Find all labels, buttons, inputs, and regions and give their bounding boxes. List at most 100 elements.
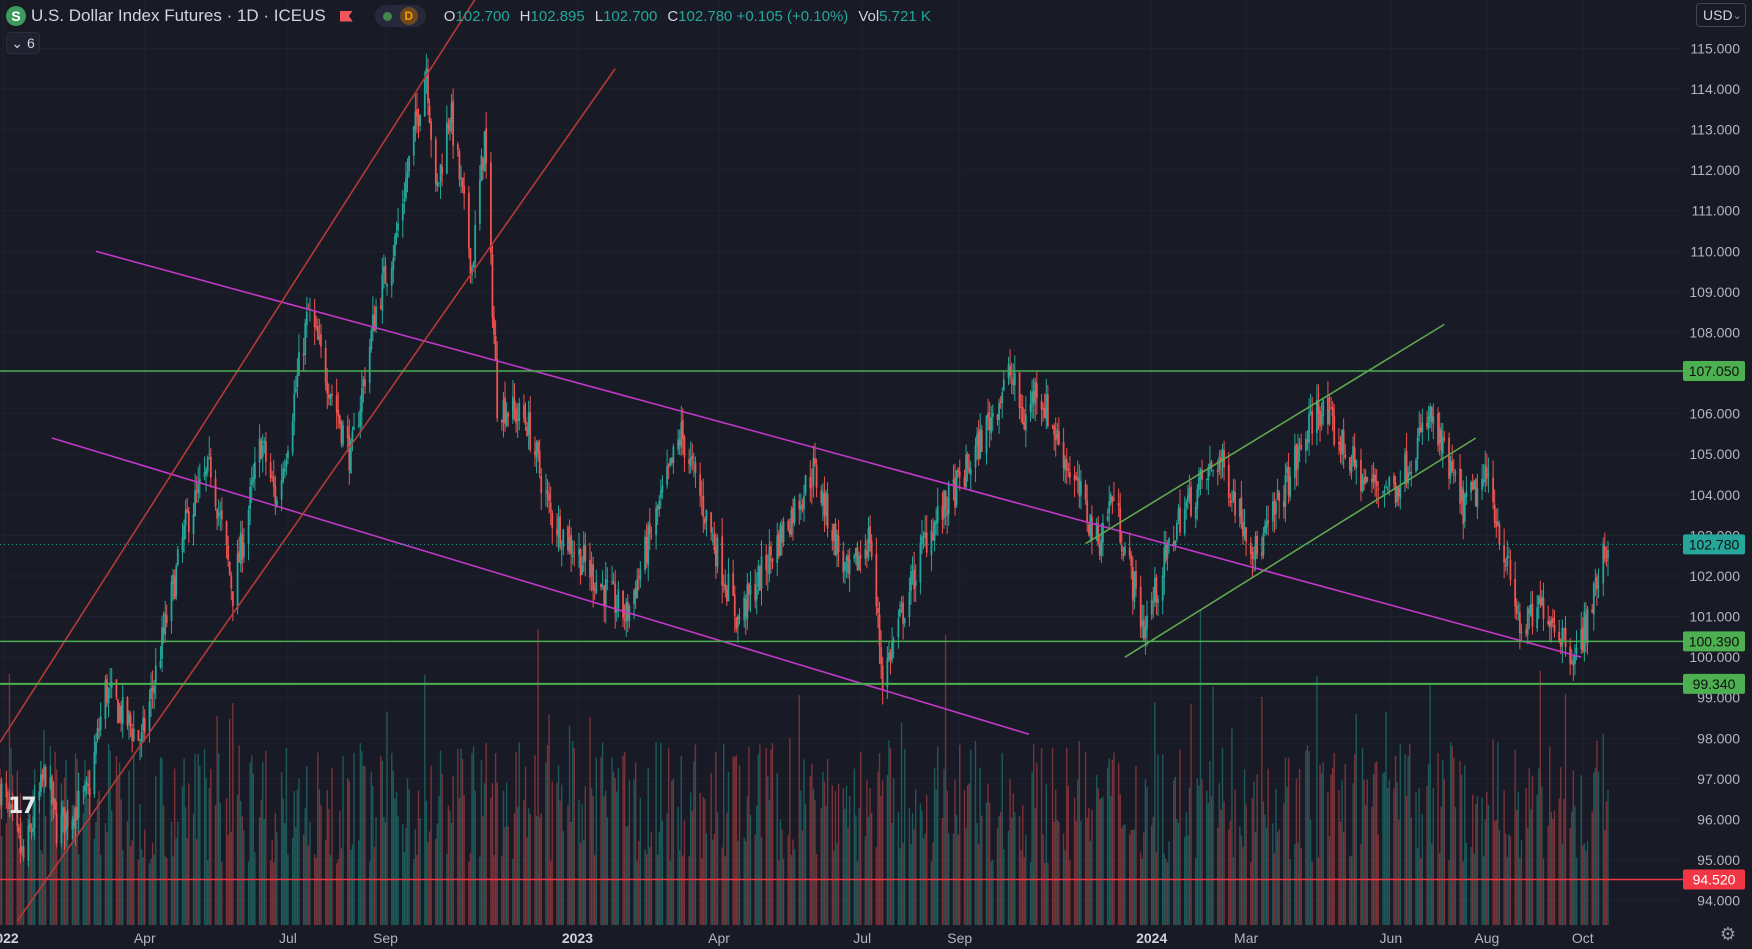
candle-body	[1388, 477, 1391, 487]
market-status-pill[interactable]: D	[374, 5, 426, 27]
x-tick-label: Oct	[1572, 930, 1594, 946]
candle-body	[1309, 412, 1312, 414]
candle-body	[1271, 501, 1274, 522]
symbol-logo[interactable]: S	[6, 6, 26, 26]
candle-body	[1597, 585, 1600, 587]
volume-bar	[864, 836, 867, 925]
candle-body	[1460, 486, 1463, 501]
indicators-toggle[interactable]: ⌄ 6	[6, 32, 40, 54]
volume-bar	[1009, 779, 1011, 925]
volume-bar	[572, 740, 574, 925]
volume-bar	[287, 854, 289, 925]
volume-bar	[1429, 683, 1431, 925]
volume-bar	[353, 752, 355, 925]
candle-body	[461, 177, 464, 187]
volume-bar	[833, 850, 835, 925]
volume-bar	[16, 771, 19, 925]
candle-body	[1205, 478, 1208, 480]
candle-body	[1002, 379, 1005, 391]
candle-body	[777, 533, 780, 556]
volume-bar	[225, 798, 228, 925]
y-tick-label: 102.000	[1689, 568, 1740, 584]
candle-body	[71, 819, 74, 830]
candle-body	[1405, 451, 1408, 483]
volume-bar	[1108, 758, 1110, 925]
volume-bar	[734, 757, 736, 925]
volume-bar	[177, 821, 179, 925]
volume-bar	[348, 780, 350, 925]
candle-body	[812, 458, 815, 486]
candle-body	[1221, 449, 1224, 463]
volume-bar	[1023, 857, 1025, 925]
candle-body	[702, 495, 705, 518]
volume-bar	[282, 798, 284, 925]
volume-bar	[485, 742, 487, 925]
gear-icon[interactable]: ⚙	[1719, 924, 1736, 944]
volume-bar	[963, 790, 966, 925]
volume-bar	[373, 847, 376, 925]
volume-bar	[1157, 754, 1159, 925]
volume-bar	[567, 805, 569, 925]
volume-bar	[1593, 772, 1595, 925]
currency-selector[interactable]: USD ⌄	[1696, 3, 1746, 27]
volume-bar	[139, 804, 141, 925]
x-tick-label: Sep	[947, 930, 972, 946]
volume-bar	[633, 779, 635, 925]
volume-bar	[1410, 817, 1413, 925]
volume-bar	[581, 804, 583, 925]
candle-body	[337, 410, 340, 417]
symbol-title[interactable]: U.S. Dollar Index Futures · 1D · ICEUS	[31, 6, 326, 25]
candle-body	[1172, 540, 1175, 545]
candle-body	[1232, 490, 1235, 501]
candle-body	[683, 436, 686, 458]
candle-body	[1517, 612, 1520, 614]
volume-bar	[51, 808, 53, 925]
candle-body	[1482, 480, 1485, 482]
x-tick-label: 2023	[562, 930, 593, 946]
volume-bar	[1394, 755, 1397, 925]
volume-bar	[1528, 768, 1531, 925]
candle-body	[346, 426, 349, 438]
volume-bar	[1484, 819, 1486, 925]
tradingview-logo-icon[interactable]: 17	[8, 794, 37, 819]
volume-bar	[801, 830, 804, 925]
y-tick-label: 111.000	[1691, 203, 1740, 219]
volume-bar	[823, 781, 826, 925]
candle-body	[1190, 486, 1192, 516]
volume-bar	[293, 791, 295, 925]
volume-bar	[175, 838, 177, 925]
volume-bar	[1398, 819, 1400, 925]
candle-body	[1514, 578, 1517, 607]
candle-body	[296, 374, 299, 388]
volume-bar	[173, 768, 176, 925]
candle-body	[1284, 475, 1287, 507]
candle-body	[348, 435, 351, 471]
candle-body	[315, 326, 318, 328]
volume-bar	[1415, 792, 1417, 925]
candle-body	[1496, 521, 1499, 526]
volume-bar	[606, 817, 609, 925]
candle-body	[1164, 544, 1167, 561]
candle-body	[405, 178, 407, 199]
volume-bar	[1409, 743, 1411, 925]
volume-bar	[1045, 784, 1047, 925]
candle-body	[1306, 439, 1309, 443]
candle-body	[1592, 582, 1595, 615]
candle-body	[471, 267, 473, 275]
candle-body	[98, 729, 101, 731]
candle-body	[1057, 431, 1060, 445]
candle-body	[474, 225, 477, 263]
candle-body	[1199, 470, 1202, 480]
volume-bar	[236, 794, 239, 925]
y-tick-label: 109.000	[1689, 284, 1740, 300]
flag-icon[interactable]	[339, 10, 353, 22]
candle-body	[1440, 430, 1443, 451]
candle-body	[1043, 408, 1046, 418]
candle-body	[247, 510, 250, 545]
volume-bar	[1067, 785, 1070, 925]
volume-bar	[545, 763, 547, 925]
candle-body	[889, 651, 892, 662]
volume-bar	[798, 695, 800, 925]
volume-bar	[359, 743, 361, 925]
